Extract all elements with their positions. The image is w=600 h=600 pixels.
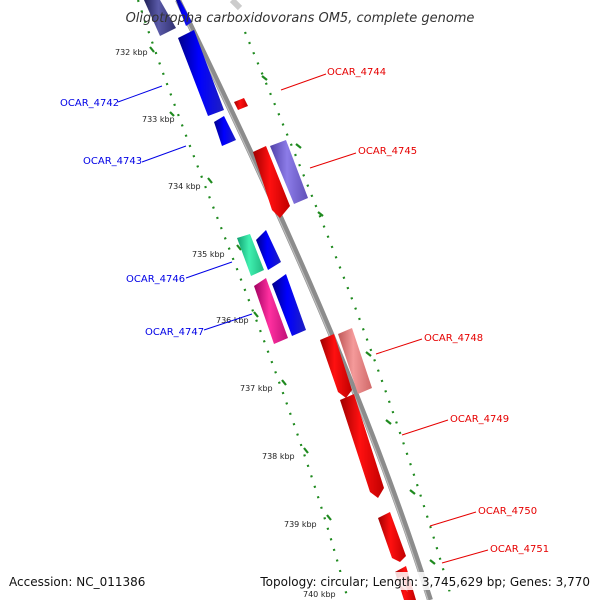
gene-feature[interactable] <box>272 274 306 336</box>
plus-strand-features <box>234 98 416 600</box>
gene-label[interactable]: OCAR_4746 <box>126 274 185 285</box>
gene-feature[interactable] <box>270 140 308 204</box>
gene-feature[interactable] <box>320 334 352 398</box>
minus-strand-features <box>144 0 306 344</box>
genome-summary: Topology: circular; Length: 3,745,629 bp… <box>259 575 590 589</box>
label-leaders <box>117 73 489 564</box>
gene-feature[interactable] <box>237 234 264 276</box>
gene-label[interactable]: OCAR_4745 <box>358 146 417 157</box>
scale-ticks <box>149 46 436 565</box>
scale-label: 740 kbp <box>303 590 336 599</box>
scale-label: 738 kbp <box>262 452 295 461</box>
gene-feature[interactable] <box>256 230 281 270</box>
gene-feature[interactable] <box>338 328 372 394</box>
footer-backing <box>256 572 596 590</box>
accession-label: Accession: NC_011386 <box>9 575 145 589</box>
gene-feature[interactable] <box>340 394 384 498</box>
gene-feature[interactable] <box>234 98 248 110</box>
genome-backbone-highlight <box>175 0 429 600</box>
gene-feature[interactable] <box>254 278 288 344</box>
gene-label[interactable]: OCAR_4748 <box>424 333 483 344</box>
minus-scale-track <box>136 0 350 600</box>
gene-labels: OCAR_4742 OCAR_4743 OCAR_4746 OCAR_4747 … <box>60 67 549 555</box>
gene-label[interactable]: OCAR_4750 <box>478 506 537 517</box>
track-fragment <box>229 0 243 11</box>
scale-label: 739 kbp <box>284 520 317 529</box>
gene-feature[interactable] <box>176 0 192 26</box>
scale-label: 732 kbp <box>115 48 148 57</box>
scale-label: 733 kbp <box>142 115 175 124</box>
footer-backing <box>4 572 154 590</box>
gene-feature[interactable] <box>178 30 224 116</box>
genome-title: Oligotropha carboxidovorans OM5, complet… <box>126 11 475 26</box>
scale-label: 737 kbp <box>240 384 273 393</box>
gene-label[interactable]: OCAR_4749 <box>450 414 509 425</box>
scale-label: 735 kbp <box>192 250 225 259</box>
gene-label[interactable]: OCAR_4743 <box>83 156 142 167</box>
scale-label: 734 kbp <box>168 182 201 191</box>
gene-label[interactable]: OCAR_4747 <box>145 327 204 338</box>
gene-feature[interactable] <box>144 0 176 36</box>
gene-label[interactable]: OCAR_4751 <box>490 544 549 555</box>
gene-feature[interactable] <box>378 512 406 562</box>
gene-label[interactable]: OCAR_4744 <box>327 67 386 78</box>
gene-feature[interactable] <box>214 116 236 146</box>
gene-feature[interactable] <box>253 146 290 218</box>
genome-backbone <box>175 0 433 600</box>
gene-label[interactable]: OCAR_4742 <box>60 98 119 109</box>
